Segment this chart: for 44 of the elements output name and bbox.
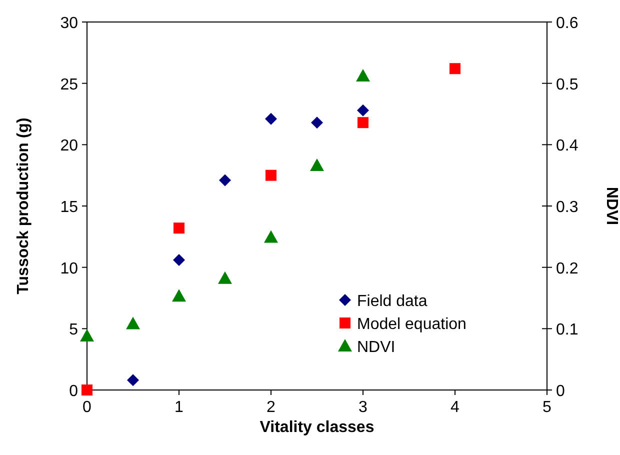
x-axis-title: Vitality classes [260, 419, 374, 436]
y-tick-label: 5 [69, 322, 78, 339]
point [80, 329, 94, 342]
legend-label: Field data [357, 293, 428, 310]
x-tick-label: 0 [82, 399, 92, 416]
point [174, 222, 184, 234]
x-tick-label: 1 [174, 399, 184, 416]
y-tick-label: 15 [60, 199, 78, 216]
y-tick-label: 0 [69, 383, 78, 400]
point [126, 316, 140, 330]
point [82, 384, 92, 396]
point [219, 174, 231, 186]
y2-tick-label: 0.4 [556, 138, 578, 155]
point [265, 112, 277, 125]
point [127, 374, 139, 386]
point [450, 63, 460, 74]
point [266, 170, 276, 181]
y-tick-label: 30 [60, 15, 78, 32]
x-tick-label: 2 [266, 399, 276, 416]
legend-label: NDVI [357, 339, 396, 356]
point [357, 104, 369, 116]
point [311, 116, 323, 129]
point [218, 271, 232, 284]
point [264, 230, 278, 243]
y2-tick-label: 0.3 [556, 199, 578, 216]
y2-tick-label: 0.1 [556, 322, 578, 339]
y2-axis-title: NDVI [603, 186, 620, 226]
point [310, 158, 324, 172]
x-tick-label: 5 [542, 399, 552, 416]
y-tick-label: 25 [60, 76, 78, 94]
x-tick-label: 3 [358, 399, 368, 416]
y-tick-label: 10 [60, 260, 78, 278]
y2-tick-label: 0 [556, 383, 565, 400]
y2-tick-label: 0.5 [556, 76, 578, 94]
point [172, 289, 186, 302]
y2-tick-label: 0.6 [556, 15, 578, 32]
point [358, 117, 368, 128]
point [356, 68, 370, 82]
y-tick-label: 20 [60, 138, 78, 155]
point [173, 254, 185, 266]
legend-label: Model equation [357, 316, 466, 333]
x-tick-label: 4 [450, 399, 460, 416]
y-axis-title: Tussock production (g) [15, 118, 32, 294]
y2-tick-label: 0.2 [556, 260, 578, 278]
